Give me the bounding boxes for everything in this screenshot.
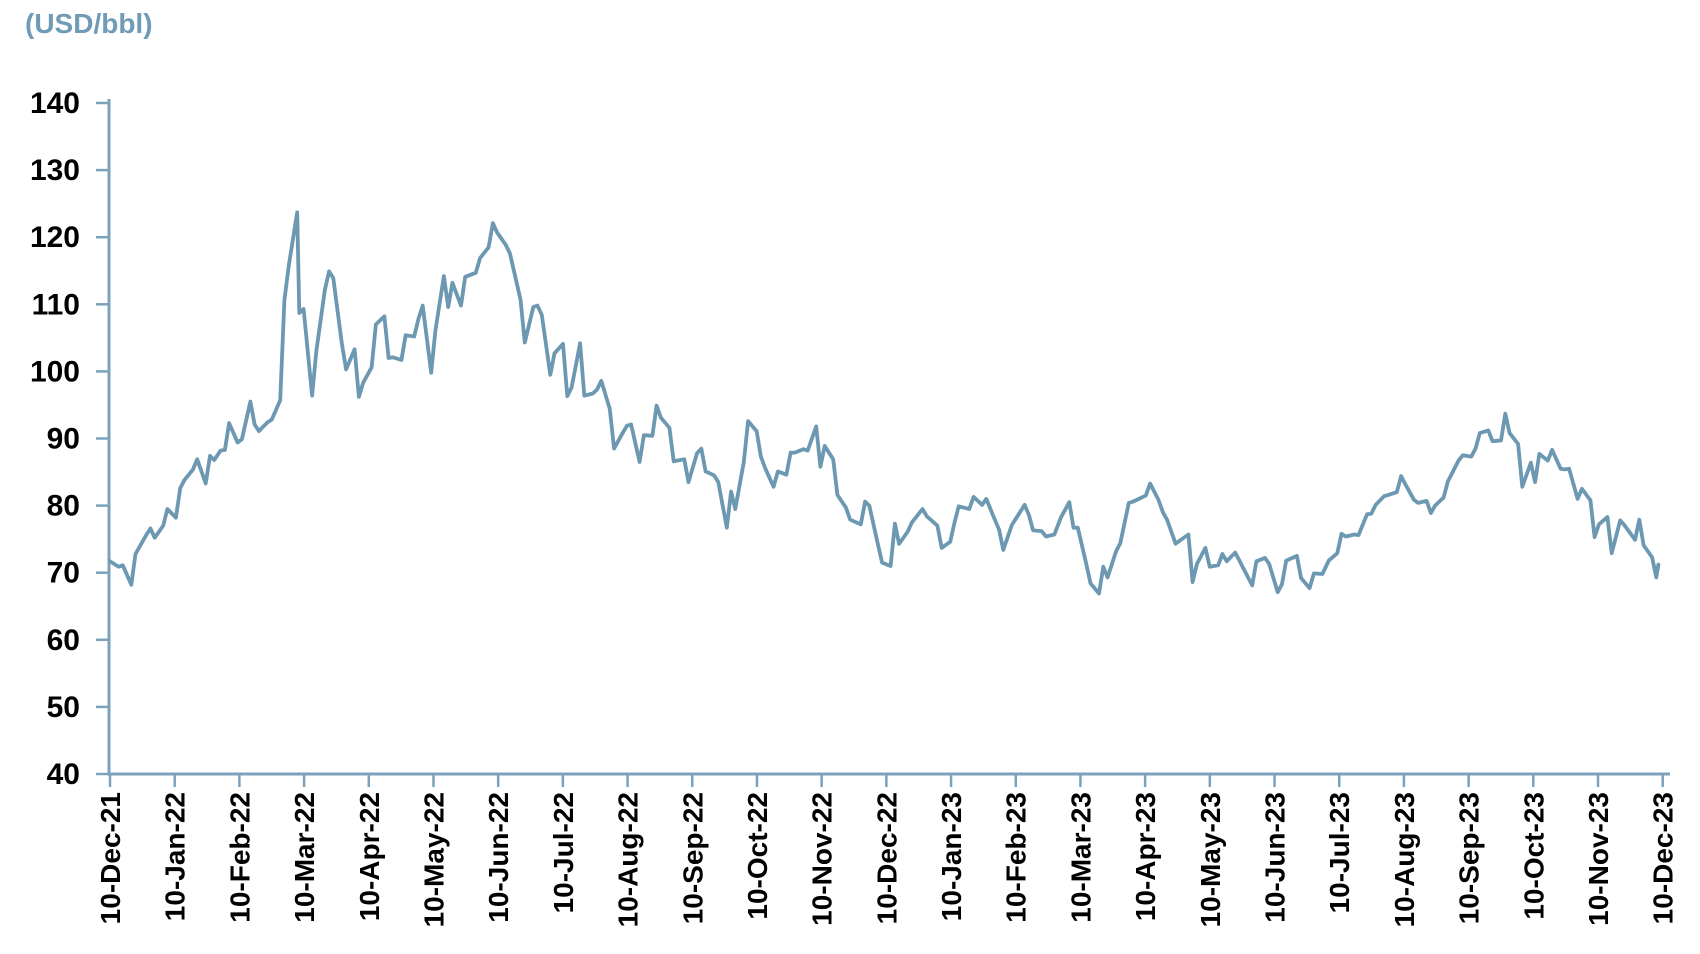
x-tick-label: 10-May-22 xyxy=(418,792,449,927)
price-series-line xyxy=(108,210,1661,596)
y-tick-label: 100 xyxy=(30,355,80,388)
x-tick-label: 10-Jun-22 xyxy=(483,792,514,923)
x-tick-label: 10-Oct-23 xyxy=(1518,792,1549,920)
y-tick-label: 130 xyxy=(30,154,80,187)
x-tick-label: 10-Aug-23 xyxy=(1389,792,1420,927)
x-tick-label: 10-Mar-22 xyxy=(289,792,320,923)
x-tick-label: 10-Nov-22 xyxy=(807,792,838,926)
y-tick-label: 40 xyxy=(47,758,80,791)
axis-unit-label: (USD/bbl) xyxy=(25,8,153,39)
x-tick-label: 10-Oct-22 xyxy=(742,792,773,920)
x-tick-label: 10-Apr-23 xyxy=(1130,792,1161,921)
x-tick-label: 10-Dec-22 xyxy=(871,792,902,924)
y-tick-label: 110 xyxy=(32,288,80,321)
y-tick-label: 90 xyxy=(47,423,80,456)
x-tick-label: 10-Feb-22 xyxy=(224,792,255,923)
x-tick-label: 10-May-23 xyxy=(1195,792,1226,927)
y-tick-label: 50 xyxy=(47,691,80,724)
x-tick-label: 10-Mar-23 xyxy=(1065,792,1096,923)
x-tick-label: 10-Jan-23 xyxy=(936,792,967,921)
x-tick-label: 10-Jun-23 xyxy=(1260,792,1291,923)
x-tick-label: 10-Jan-22 xyxy=(160,792,191,921)
y-tick-label: 80 xyxy=(47,490,80,523)
x-tick-label: 10-Dec-21 xyxy=(95,792,126,924)
x-tick-label: 10-Nov-23 xyxy=(1583,792,1614,926)
x-tick-label: 10-Jul-23 xyxy=(1324,792,1355,913)
x-tick-label: 10-Aug-22 xyxy=(613,792,644,927)
x-tick-label: 10-Dec-23 xyxy=(1648,792,1679,924)
x-tick-label: 10-Jul-22 xyxy=(548,792,579,913)
x-tick-label: 10-Apr-22 xyxy=(354,792,385,921)
y-tick-label: 120 xyxy=(30,221,80,254)
x-tick-label: 10-Sep-22 xyxy=(677,792,708,924)
y-tick-label: 70 xyxy=(47,557,80,590)
x-tick-label: 10-Sep-23 xyxy=(1454,792,1485,924)
y-tick-label: 140 xyxy=(30,87,80,120)
x-tick-label: 10-Feb-23 xyxy=(1001,792,1032,923)
y-tick-label: 60 xyxy=(47,624,80,657)
